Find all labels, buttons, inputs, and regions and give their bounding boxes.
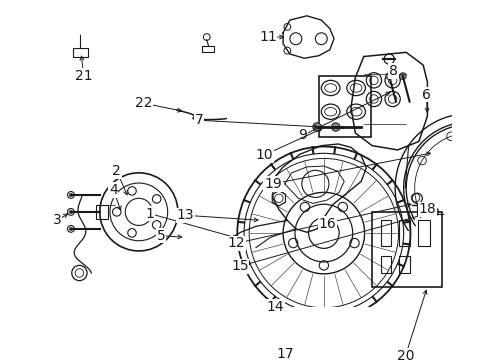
Circle shape (67, 225, 74, 232)
Text: 12: 12 (227, 236, 245, 250)
Bar (399, 256, 409, 273)
Text: 9: 9 (298, 129, 306, 143)
Text: 6: 6 (421, 88, 430, 102)
Text: 19: 19 (264, 177, 281, 191)
Bar (318, 76, 370, 137)
Text: 1: 1 (145, 207, 154, 221)
Text: 13: 13 (176, 208, 194, 222)
Text: 18: 18 (418, 202, 435, 216)
Text: 17: 17 (275, 347, 293, 360)
Text: 14: 14 (266, 300, 284, 314)
Circle shape (67, 192, 74, 198)
Text: 2: 2 (112, 164, 121, 178)
Text: 7: 7 (194, 113, 203, 127)
Text: 21: 21 (75, 69, 92, 83)
Circle shape (331, 123, 339, 131)
Circle shape (399, 73, 406, 80)
Text: 22: 22 (135, 96, 152, 110)
Circle shape (385, 73, 392, 80)
Text: 10: 10 (255, 148, 273, 162)
Bar (417, 220, 429, 246)
Bar (399, 220, 409, 246)
Circle shape (312, 123, 321, 131)
Text: 5: 5 (156, 229, 165, 243)
Bar (380, 256, 390, 273)
Bar (371, 212, 441, 287)
Bar (380, 220, 390, 246)
Bar (202, 45, 214, 52)
Text: 3: 3 (53, 213, 61, 228)
Bar (96, 205, 108, 219)
Text: 15: 15 (230, 259, 248, 273)
Text: 20: 20 (396, 349, 413, 360)
Text: 8: 8 (388, 64, 397, 78)
Text: 16: 16 (318, 217, 335, 231)
Bar (73, 48, 88, 57)
Text: 4: 4 (109, 183, 118, 197)
Circle shape (67, 208, 74, 215)
Text: 11: 11 (259, 30, 276, 44)
